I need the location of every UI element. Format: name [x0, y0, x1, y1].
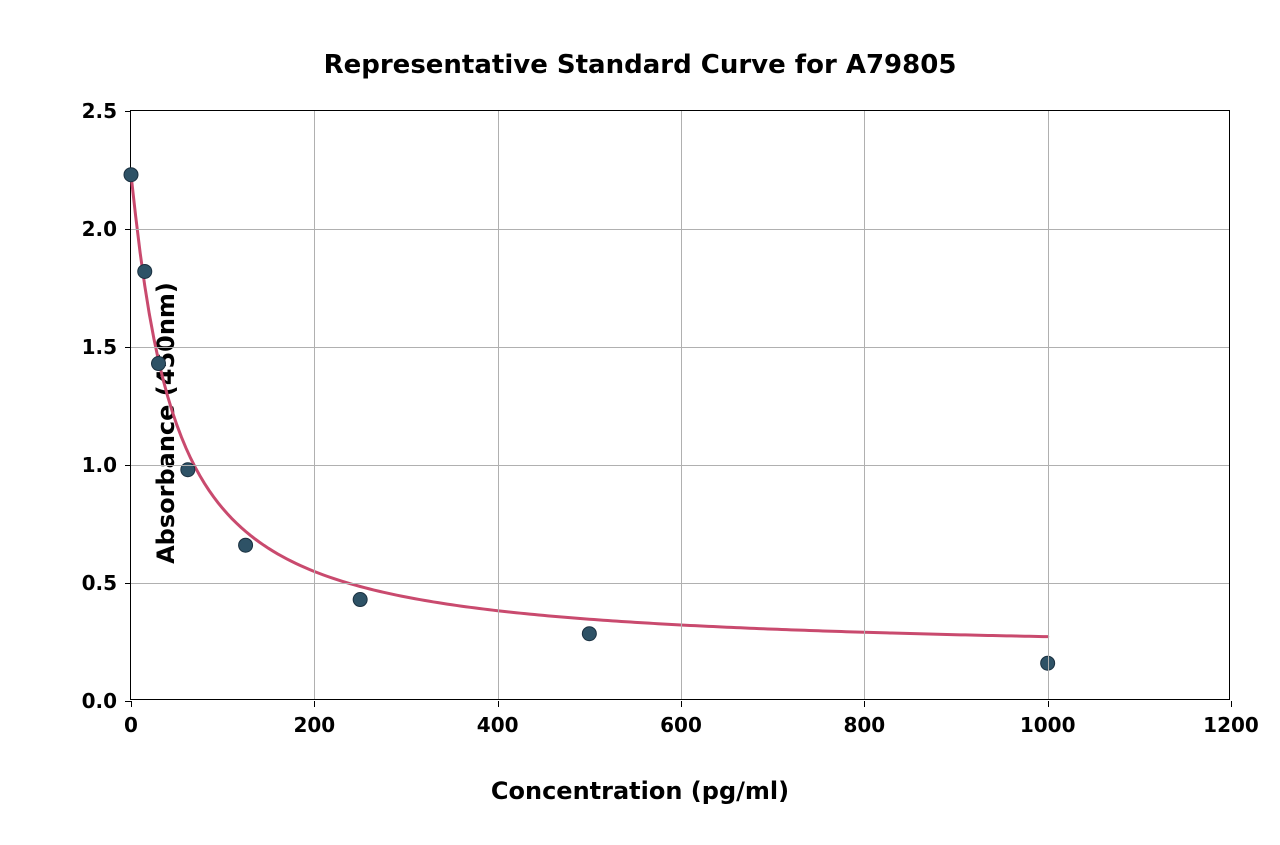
- grid-line-vertical: [864, 111, 865, 699]
- x-tick-mark: [1231, 701, 1232, 707]
- y-tick-mark: [125, 347, 131, 348]
- chart-container: Representative Standard Curve for A79805…: [0, 0, 1280, 845]
- chart-title: Representative Standard Curve for A79805: [0, 50, 1280, 80]
- x-tick-label: 1000: [1020, 713, 1076, 737]
- y-tick-label: 0.5: [82, 571, 117, 595]
- fitted-curve: [131, 175, 1048, 637]
- grid-line-horizontal: [131, 347, 1229, 348]
- y-tick-label: 1.5: [82, 335, 117, 359]
- x-tick-label: 200: [293, 713, 335, 737]
- y-tick-label: 2.5: [82, 99, 117, 123]
- data-point: [152, 357, 166, 371]
- x-tick-mark: [1048, 701, 1049, 707]
- x-axis-label: Concentration (pg/ml): [491, 777, 789, 805]
- y-tick-mark: [125, 111, 131, 112]
- y-tick-label: 1.0: [82, 453, 117, 477]
- x-tick-label: 400: [477, 713, 519, 737]
- plot-area: 0200400600800100012000.00.51.01.52.02.5: [130, 110, 1230, 700]
- y-tick-label: 0.0: [82, 689, 117, 713]
- data-point: [239, 538, 253, 552]
- y-tick-mark: [125, 229, 131, 230]
- grid-line-vertical: [314, 111, 315, 699]
- grid-line-horizontal: [131, 583, 1229, 584]
- x-tick-mark: [131, 701, 132, 707]
- x-tick-mark: [681, 701, 682, 707]
- data-point: [138, 264, 152, 278]
- y-tick-mark: [125, 701, 131, 702]
- data-point: [353, 593, 367, 607]
- x-tick-label: 600: [660, 713, 702, 737]
- data-point: [582, 627, 596, 641]
- data-point: [124, 168, 138, 182]
- y-tick-label: 2.0: [82, 217, 117, 241]
- grid-line-vertical: [1048, 111, 1049, 699]
- y-tick-mark: [125, 465, 131, 466]
- x-tick-label: 0: [124, 713, 138, 737]
- x-tick-mark: [314, 701, 315, 707]
- grid-line-vertical: [681, 111, 682, 699]
- grid-line-vertical: [498, 111, 499, 699]
- grid-line-horizontal: [131, 229, 1229, 230]
- x-tick-mark: [864, 701, 865, 707]
- x-tick-mark: [498, 701, 499, 707]
- y-tick-mark: [125, 583, 131, 584]
- grid-line-horizontal: [131, 465, 1229, 466]
- x-tick-label: 800: [843, 713, 885, 737]
- x-tick-label: 1200: [1203, 713, 1259, 737]
